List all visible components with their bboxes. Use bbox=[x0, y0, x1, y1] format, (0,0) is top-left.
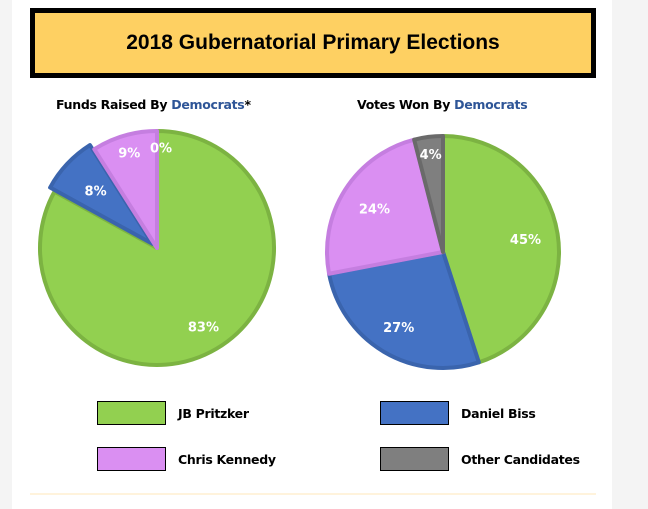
legend-label: Chris Kennedy bbox=[178, 451, 276, 467]
pie-slice-other-candidates bbox=[412, 134, 445, 254]
title-banner: 2018 Gubernatorial Primary Elections bbox=[30, 8, 596, 78]
pie-data-label: 8% bbox=[85, 184, 107, 199]
funds-title-prefix: Funds Raised By bbox=[56, 97, 172, 112]
legend-label: JB Pritzker bbox=[178, 405, 249, 421]
legend-swatch bbox=[380, 401, 449, 425]
legend-item-other: Other Candidates bbox=[380, 447, 580, 471]
votes-chart-title: Votes Won By Democrats bbox=[357, 97, 528, 112]
legend-item-kennedy: Chris Kennedy bbox=[97, 447, 276, 471]
pie-data-label: 0% bbox=[150, 141, 172, 156]
legend-item-biss: Daniel Biss bbox=[380, 401, 536, 425]
pie-data-label: 24% bbox=[359, 202, 390, 217]
pie-slice-chris-kennedy bbox=[325, 137, 445, 276]
page-title: 2018 Gubernatorial Primary Elections bbox=[126, 31, 500, 54]
legend-label: Other Candidates bbox=[461, 451, 580, 467]
pie-data-label: 27% bbox=[383, 321, 414, 336]
pie-slice-jb-pritzker bbox=[441, 134, 561, 365]
pie-slice-daniel-biss bbox=[48, 143, 155, 246]
votes-title-prefix: Votes Won By bbox=[357, 97, 455, 112]
legend-swatch bbox=[97, 401, 166, 425]
divider bbox=[30, 493, 596, 495]
legend-label: Daniel Biss bbox=[461, 405, 536, 421]
funds-title-party: Democrats bbox=[171, 97, 245, 112]
pie-slice-chris-kennedy bbox=[92, 129, 159, 250]
pie-data-label: 45% bbox=[510, 233, 541, 248]
pie-data-label: 4% bbox=[420, 148, 442, 163]
legend-item-pritzker: JB Pritzker bbox=[97, 401, 249, 425]
legend-swatch bbox=[97, 447, 166, 471]
pie-slice-daniel-biss bbox=[327, 250, 481, 370]
legend-swatch bbox=[380, 447, 449, 471]
pie-data-label: 9% bbox=[118, 146, 140, 161]
pie-data-label: 83% bbox=[188, 321, 219, 336]
funds-chart-title: Funds Raised By Democrats* bbox=[56, 97, 251, 112]
votes-title-party: Democrats bbox=[454, 97, 528, 112]
funds-title-suffix: * bbox=[244, 97, 251, 112]
